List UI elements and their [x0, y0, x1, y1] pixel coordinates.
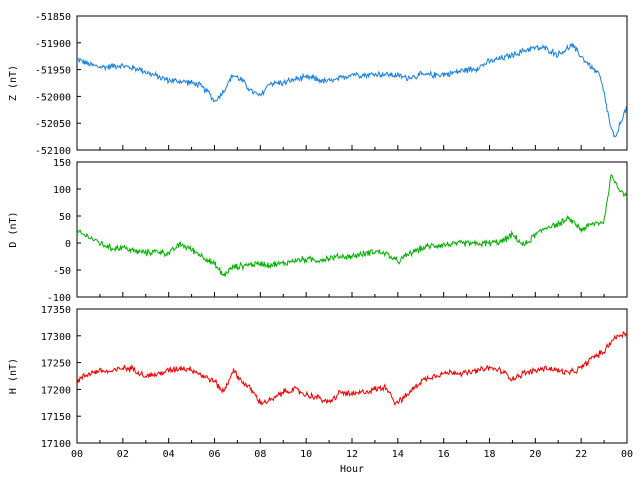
y-tick-label: 17250	[41, 359, 71, 370]
x-tick-label: 04	[163, 449, 175, 460]
y-tick-label: 17150	[41, 412, 71, 423]
series-line-d	[76, 174, 628, 277]
y-tick-label: 17200	[41, 385, 71, 396]
x-axis-label: Hour	[340, 464, 364, 475]
y-tick-label: 17350	[41, 305, 71, 316]
panel-d-frame	[76, 161, 628, 298]
x-tick-label: 08	[254, 449, 266, 460]
y-tick-label: -51950	[35, 66, 71, 77]
y-tick-label: -52000	[35, 92, 71, 103]
y-tick-label: 50	[59, 212, 71, 223]
y-tick-label: -51850	[35, 12, 71, 23]
panel-d: 150 100 50 0 -50 -100 D (nT)	[8, 158, 628, 304]
y-tick-label: 150	[53, 158, 71, 169]
panel-h-ylabel: H (nT)	[8, 358, 19, 394]
x-tick-label: 10	[300, 449, 312, 460]
panel-z-frame	[76, 15, 628, 151]
x-tick-label: 18	[483, 449, 495, 460]
x-tick-label: 14	[392, 449, 404, 460]
y-tick-label: -52100	[35, 146, 71, 157]
y-tick-label: 100	[53, 185, 71, 196]
panel-h-frame	[76, 308, 628, 444]
x-tick-label: 00	[71, 449, 83, 460]
y-tick-label: 17300	[41, 332, 71, 343]
panel-z-ylabel: Z (nT)	[8, 65, 19, 101]
x-tick-label: 12	[346, 449, 358, 460]
x-tick-label: 02	[117, 449, 129, 460]
series-line-z	[77, 42, 628, 138]
x-tick-label: 22	[575, 449, 587, 460]
y-tick-label: -52050	[35, 119, 71, 130]
y-tick-label: -100	[47, 293, 71, 304]
panel-h: 17350 17300 17250 17200 17150 17100 H (nT) 00 02…	[8, 305, 633, 460]
series-line-h	[76, 331, 628, 406]
panel-z: -51850 -51900 -51950 -52000 -52050 -52100 Z (n…	[8, 12, 628, 157]
x-tick-label: 16	[438, 449, 450, 460]
chart-panels: -51850 -51900 -51950 -52000 -52050 -52100 Z (n…	[8, 12, 633, 460]
panel-d-ylabel: D (nT)	[8, 211, 19, 247]
x-tick-label: 06	[208, 449, 220, 460]
y-tick-label: 17100	[41, 439, 71, 450]
y-tick-label: 0	[65, 239, 71, 250]
y-tick-label: -50	[53, 266, 71, 277]
y-tick-label: -51900	[35, 39, 71, 50]
x-tick-label: 00	[621, 449, 633, 460]
x-tick-label: 20	[529, 449, 541, 460]
